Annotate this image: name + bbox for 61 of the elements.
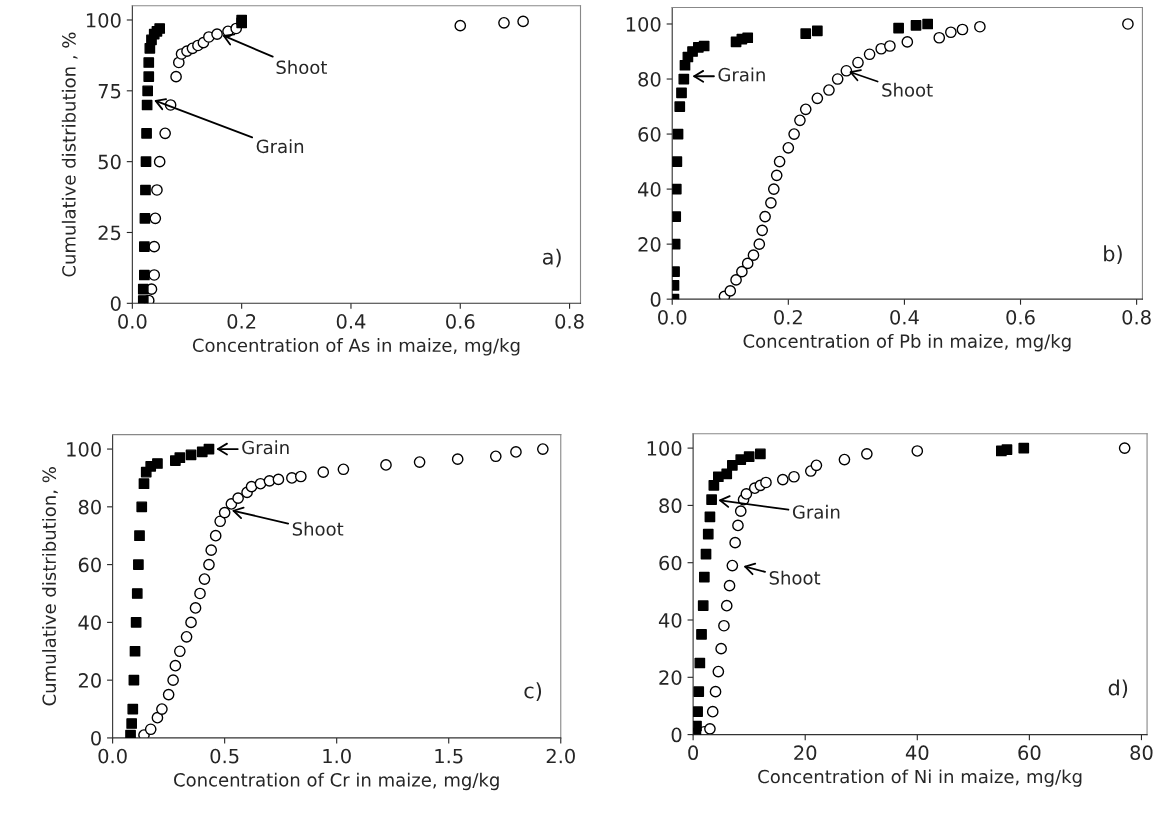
annotation: Shoot — [292, 521, 344, 536]
annotation: Grain — [792, 504, 840, 519]
x-tick-label: 0.0 — [118, 314, 147, 329]
x-axis-title: Concentration of As in maize, mg/kg — [192, 338, 520, 356]
x-tick-label: 0.6 — [1006, 309, 1035, 325]
y-tick-label: 0 — [650, 292, 661, 307]
x-tick-label: 0.2 — [774, 309, 802, 325]
y-tick-label: 80 — [659, 498, 682, 514]
x-tick-label: 40 — [905, 745, 929, 761]
x-tick-label: 0.5 — [210, 748, 239, 764]
y-tick-label: 25 — [98, 225, 121, 241]
y-tick-label: 80 — [638, 71, 661, 87]
x-tick-label: 0.0 — [98, 748, 127, 764]
annotation: d) — [1108, 679, 1128, 698]
y-tick-label: 60 — [638, 127, 661, 142]
y-tick-label: 100 — [647, 441, 682, 456]
y-tick-label: 100 — [67, 442, 101, 457]
y-tick-label: 40 — [638, 182, 661, 197]
x-tick-label: 1.0 — [323, 748, 351, 764]
x-tick-label: 0.6 — [446, 314, 475, 329]
y-tick-label: 0 — [91, 730, 101, 746]
y-tick-label: 80 — [78, 499, 101, 515]
y-tick-label: 40 — [658, 612, 682, 628]
annotation: Shoot — [882, 82, 933, 97]
y-axis-title: Cumulative distribution , % — [61, 32, 78, 277]
y-tick-label: 60 — [659, 555, 682, 571]
x-tick-label: 0.2 — [227, 314, 256, 329]
y-tick-label: 20 — [638, 237, 661, 252]
annotation: Shoot — [276, 60, 327, 75]
y-tick-label: 20 — [78, 673, 101, 688]
annotation: a) — [542, 248, 561, 268]
annotation: Grain — [256, 139, 304, 154]
y-tick-label: 0 — [671, 727, 682, 743]
y-tick-label: 60 — [78, 557, 101, 573]
x-tick-label: 0.4 — [890, 309, 919, 325]
x-tick-label: 0 — [688, 745, 699, 761]
annotation: Grain — [718, 67, 765, 82]
y-tick-label: 75 — [98, 84, 121, 99]
annotation: c) — [524, 682, 542, 701]
x-tick-label: 0.4 — [336, 314, 366, 329]
annotation: Grain — [242, 440, 289, 455]
y-tick-label: 100 — [626, 16, 661, 32]
y-tick-label: 0 — [110, 296, 121, 311]
x-axis-title: Concentration of Ni in maize, mg/kg — [758, 769, 1082, 787]
x-axis-title: Concentration of Pb in maize, mg/kg — [743, 333, 1071, 352]
y-tick-label: 40 — [78, 615, 101, 631]
x-tick-label: 0.8 — [1122, 309, 1151, 325]
y-tick-label: 100 — [86, 12, 121, 28]
y-tick-label: 50 — [98, 154, 121, 170]
x-tick-label: 80 — [1130, 745, 1153, 761]
x-tick-label: 20 — [794, 745, 817, 761]
x-tick-label: 60 — [1018, 745, 1041, 761]
annotation: Shoot — [769, 570, 821, 585]
y-axis-title: Cumulative distribution, % — [42, 467, 58, 706]
x-tick-label: 0.8 — [555, 314, 584, 329]
annotation: b) — [1104, 245, 1122, 264]
x-tick-label: 1.5 — [435, 748, 463, 764]
x-tick-label: 0.0 — [658, 309, 687, 325]
x-tick-label: 2.0 — [546, 748, 575, 764]
y-tick-label: 20 — [659, 670, 682, 685]
x-axis-title: Concentration of Cr in maize, mg/kg — [174, 772, 499, 791]
